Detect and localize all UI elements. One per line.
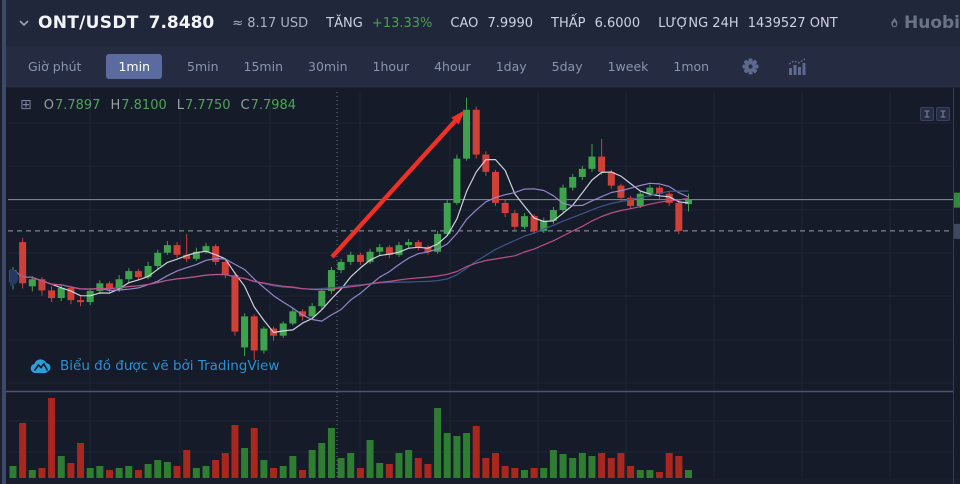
symbol-dropdown-toggle[interactable] bbox=[18, 19, 30, 27]
change-label: TĂNG bbox=[326, 15, 363, 31]
low-value: 7.7750 bbox=[185, 97, 231, 113]
change-24h: TĂNG +13.33% bbox=[326, 16, 432, 31]
close-label: C bbox=[240, 97, 250, 113]
high-value: 7.9990 bbox=[487, 15, 534, 31]
tab-5day[interactable]: 5day bbox=[551, 59, 583, 74]
tab-1week[interactable]: 1week bbox=[607, 59, 649, 74]
axis-scale-icon bbox=[940, 110, 946, 118]
legend-high: H 7.8100 bbox=[110, 98, 166, 113]
tab-1hour[interactable]: 1hour bbox=[372, 59, 410, 74]
legend-close: C 7.7984 bbox=[241, 98, 297, 113]
volume-value: 1439527 ONT bbox=[747, 15, 838, 31]
chevron-down-icon bbox=[19, 20, 29, 27]
market-header: ONT/USDT 7.8480 ≈ 8.17 USD TĂNG +13.33% … bbox=[6, 0, 960, 46]
scale-button-a[interactable] bbox=[920, 107, 934, 121]
approx-usd: ≈ 8.17 USD bbox=[232, 15, 309, 31]
settings-button[interactable] bbox=[742, 58, 759, 75]
legend-low: L 7.7750 bbox=[177, 98, 231, 113]
timeframe-toolbar: Giờ phút 1min 5min 15min 30min 1hour 4ho… bbox=[6, 46, 960, 88]
tab-gio-phut[interactable]: Giờ phút bbox=[28, 59, 82, 74]
tradingview-attribution[interactable]: Biểu đồ được vẽ bởi TradingView bbox=[30, 358, 279, 374]
tab-1day[interactable]: 1day bbox=[495, 59, 527, 74]
tab-5min[interactable]: 5min bbox=[187, 59, 219, 74]
low-label: L bbox=[176, 97, 184, 113]
low-24h: THẤP 6.6000 bbox=[551, 16, 640, 31]
gear-icon bbox=[742, 58, 759, 75]
open-label: O bbox=[43, 97, 54, 113]
change-value: +13.33% bbox=[371, 15, 433, 31]
volume-label: LƯỢNG 24H bbox=[658, 15, 739, 31]
high-label: CAO bbox=[450, 15, 479, 31]
low-value: 6.6000 bbox=[594, 15, 641, 31]
indicators-button[interactable] bbox=[788, 58, 809, 75]
volume-24h: LƯỢNG 24H 1439527 ONT bbox=[658, 16, 838, 31]
plus-box-icon[interactable]: ⊞ bbox=[20, 97, 32, 113]
high-value: 7.8100 bbox=[121, 97, 167, 113]
high-24h: CAO 7.9990 bbox=[450, 16, 533, 31]
low-label: THẤP bbox=[551, 15, 586, 31]
close-value: 7.7984 bbox=[250, 97, 297, 113]
last-price: 7.8480 bbox=[148, 13, 215, 33]
flame-icon bbox=[891, 17, 898, 28]
huobi-logo: Huobi bbox=[890, 0, 960, 46]
tab-1mon[interactable]: 1mon bbox=[673, 59, 710, 74]
indicators-icon bbox=[788, 58, 806, 75]
tradingview-cloud-icon bbox=[30, 358, 51, 373]
tab-1min[interactable]: 1min bbox=[106, 54, 162, 79]
tab-30min[interactable]: 30min bbox=[308, 59, 348, 74]
open-value: 7.7897 bbox=[54, 97, 101, 113]
brand-text: Huobi bbox=[903, 13, 960, 33]
legend-open: O 7.7897 bbox=[44, 98, 101, 113]
tab-4hour[interactable]: 4hour bbox=[434, 59, 471, 74]
symbol-label: ONT/USDT bbox=[38, 13, 139, 33]
scale-button-b[interactable] bbox=[936, 107, 950, 121]
high-label: H bbox=[110, 97, 121, 113]
ohlc-legend: ⊞ O 7.7897 H 7.8100 L 7.7750 C 7.7984 bbox=[20, 97, 296, 113]
attribution-text: Biểu đồ được vẽ bởi TradingView bbox=[60, 358, 280, 374]
left-panel-edge bbox=[0, 0, 6, 484]
tab-15min[interactable]: 15min bbox=[243, 59, 284, 74]
axis-scale-icon bbox=[924, 110, 930, 118]
